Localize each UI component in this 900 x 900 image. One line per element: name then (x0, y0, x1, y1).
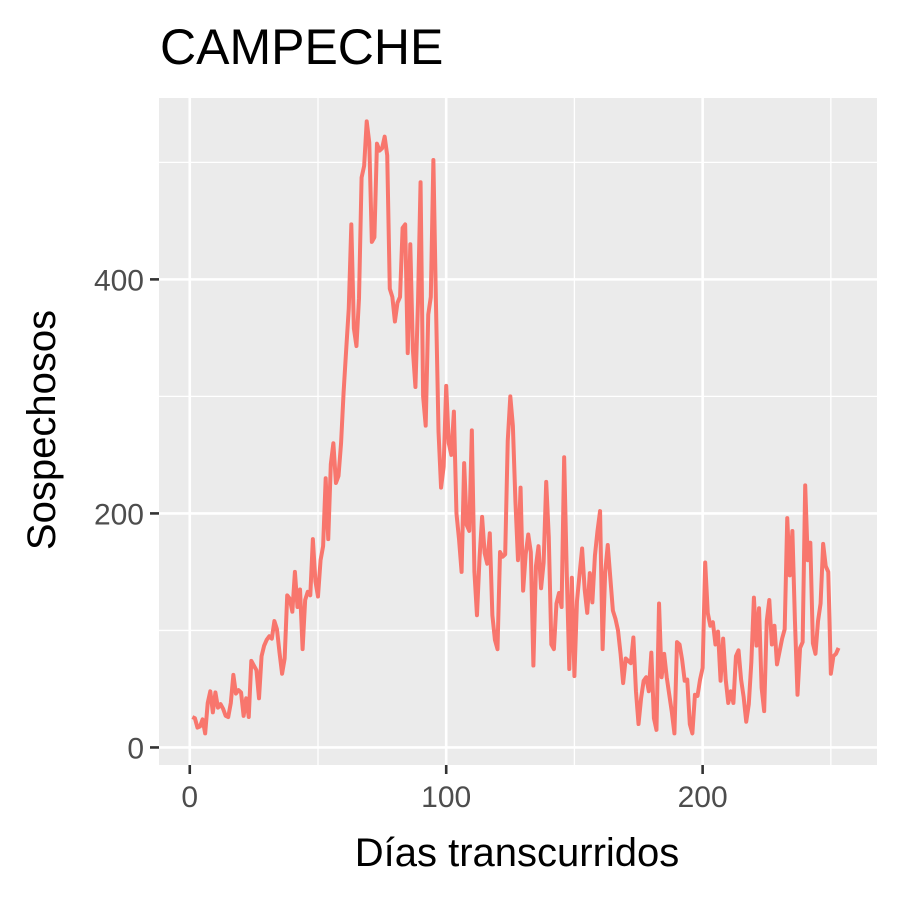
x-tick-label: 100 (421, 781, 471, 814)
series-line (191, 119, 841, 736)
x-tick-label: 200 (678, 781, 728, 814)
y-tick-label: 0 (127, 732, 144, 765)
x-axis: 0 100 200 (181, 765, 728, 814)
y-tick-label: 200 (94, 498, 144, 531)
x-tick-label: 0 (181, 781, 198, 814)
plot-panel (159, 98, 877, 765)
y-axis: 0 200 400 (94, 264, 159, 765)
chart-title: CAMPECHE (160, 19, 443, 75)
x-axis-title: Días transcurridos (355, 831, 680, 875)
y-axis-title: Sospechosos (20, 310, 64, 550)
y-tick-label: 400 (94, 264, 144, 297)
